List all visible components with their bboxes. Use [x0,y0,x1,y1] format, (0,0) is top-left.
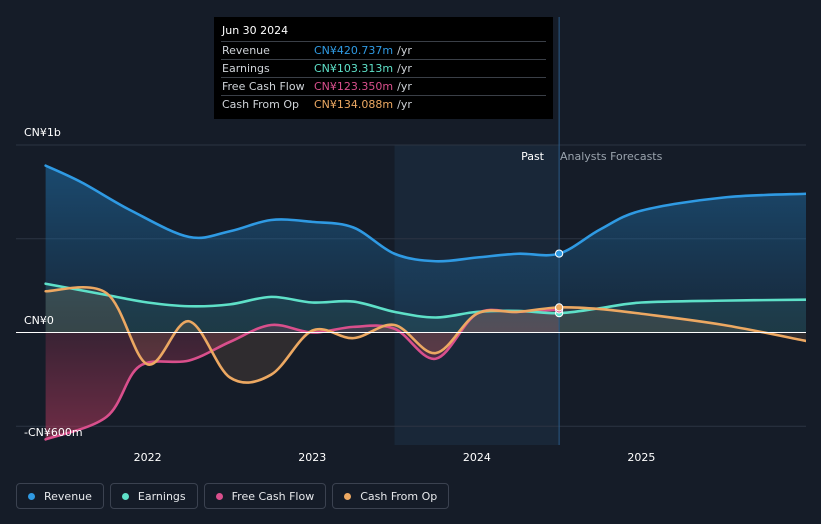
forecast-label: Analysts Forecasts [560,150,663,163]
tooltip-row-unit: /yr [397,62,412,75]
earnings-area [45,283,806,333]
tooltip-row-label: Earnings [222,62,270,75]
revenue-dot-icon [28,492,35,500]
past-label: Past [521,150,545,163]
legend-item-earnings[interactable]: Earnings [109,483,198,509]
tooltip-row-unit: /yr [397,98,412,111]
cash-from-op-line [44,285,806,384]
x-tick-label: 2024 [463,451,491,464]
tooltip-row-unit: /yr [397,44,412,57]
y-label-zero: CN¥0 [24,314,54,327]
x-tick-label: 2022 [134,451,162,464]
legend-label: Cash From Op [360,489,438,503]
tooltip: Jun 30 2024 Revenue CN¥420.737m /yr Earn… [214,17,553,119]
tooltip-row-revenue: Revenue CN¥420.737m /yr [221,41,546,59]
legend-label: Revenue [44,489,92,503]
tooltip-row-value: CN¥103.313m [314,62,394,75]
earnings-dot-icon [121,492,129,500]
tooltip-row-unit: /yr [397,80,412,93]
revenue-marker [555,249,564,258]
tooltip-row-free-cash-flow: Free Cash Flow CN¥123.350m /yr [221,77,546,95]
tooltip-row-label: Cash From Op [222,98,300,111]
x-tick-label: 2025 [627,451,655,464]
tooltip-row-value: CN¥420.737m [314,44,394,57]
tooltip-date: Jun 30 2024 [222,24,289,37]
cash-from-op-marker [555,303,564,312]
free-cash-flow-area [45,309,560,440]
legend-item-free-cash-flow[interactable]: Free Cash Flow [203,483,327,509]
free-cash-flow-dot-icon [215,492,223,500]
legend-item-cash-from-op[interactable]: Cash From Op [332,483,450,509]
legend: Revenue Earnings Free Cash Flow Cash Fro… [16,483,450,509]
revenue-area [45,165,806,333]
earnings-line [44,282,806,319]
tooltip-row-cash-from-op: Cash From Op CN¥134.088m /yr [221,95,546,113]
legend-item-revenue[interactable]: Revenue [16,483,104,509]
tooltip-row-value: CN¥123.350m [314,80,394,93]
tooltip-row-label: Revenue [222,44,270,57]
y-label-top: CN¥1b [24,126,61,139]
x-tick-label: 2023 [298,451,326,464]
cash-from-op-dot-icon [344,492,352,500]
legend-label: Earnings [137,489,186,503]
tooltip-row-earnings: Earnings CN¥103.313m /yr [221,59,546,77]
legend-label: Free Cash Flow [231,489,315,503]
tooltip-row-label: Free Cash Flow [222,80,305,93]
y-label-bottom: -CN¥600m [24,426,83,439]
revenue-line [44,164,806,263]
tooltip-row-value: CN¥134.088m [314,98,394,111]
